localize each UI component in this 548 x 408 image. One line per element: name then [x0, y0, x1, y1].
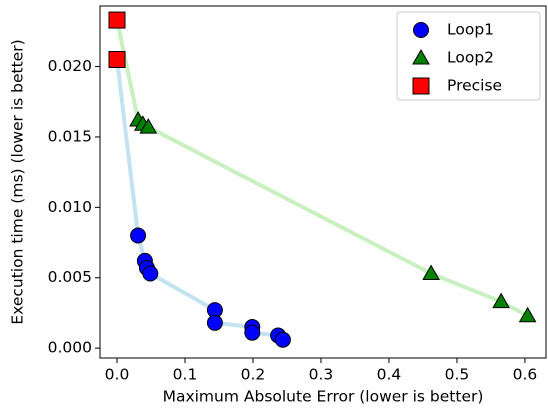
- point: [422, 264, 440, 281]
- point: [492, 292, 510, 309]
- plot-frame: [99, 5, 547, 359]
- x-axis-label: Maximum Absolute Error (lower is better): [163, 388, 484, 406]
- legend-marker: [413, 22, 429, 38]
- y-axis-label: Execution time (ms) (lower is better): [9, 39, 27, 324]
- frontier-line: [115, 59, 285, 342]
- point: [142, 265, 159, 282]
- y-tick-label: 0.005: [48, 268, 92, 286]
- point: [108, 11, 126, 29]
- x-tick-label: 0.6: [513, 366, 538, 384]
- x-tick-label: 0.1: [173, 366, 198, 384]
- x-tick-label: 0.3: [309, 366, 334, 384]
- legend-label: Loop1: [447, 21, 494, 39]
- x-tick-label: 0.2: [241, 366, 266, 384]
- point: [130, 227, 147, 244]
- y-tick-label: 0.020: [48, 57, 92, 75]
- legend-marker: [412, 48, 430, 65]
- point: [518, 306, 537, 323]
- x-tick-label: 0.4: [377, 366, 402, 384]
- x-tick-label: 0.0: [105, 366, 130, 384]
- x-tick-label: 0.5: [445, 366, 470, 384]
- point: [108, 51, 126, 69]
- y-tick-label: 0.000: [48, 339, 92, 357]
- legend-marker: [412, 77, 430, 95]
- legend-label: Loop2: [447, 49, 494, 67]
- point: [244, 324, 261, 341]
- point: [274, 331, 291, 348]
- legend-label: Precise: [447, 77, 502, 95]
- point: [206, 314, 223, 331]
- point: [139, 118, 158, 134]
- legend-box: [396, 11, 541, 101]
- y-tick-label: 0.010: [48, 198, 92, 216]
- y-tick-label: 0.015: [48, 127, 92, 145]
